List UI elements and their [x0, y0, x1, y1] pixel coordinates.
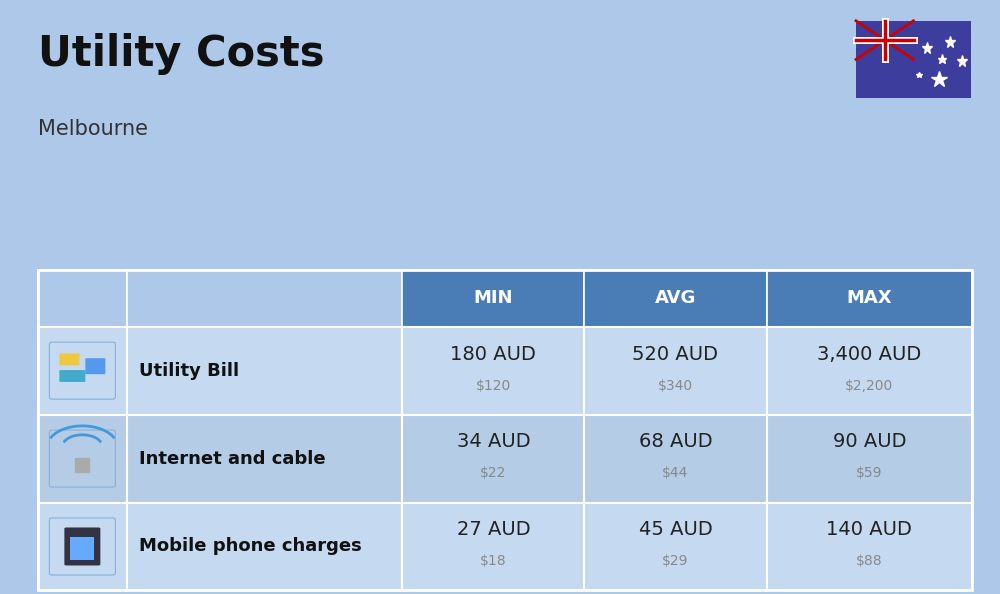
Text: 180 AUD: 180 AUD	[450, 345, 536, 364]
FancyBboxPatch shape	[402, 270, 584, 327]
Text: MIN: MIN	[474, 289, 513, 308]
Text: 520 AUD: 520 AUD	[632, 345, 718, 364]
FancyBboxPatch shape	[584, 415, 767, 503]
Text: MAX: MAX	[846, 289, 892, 308]
Text: 3,400 AUD: 3,400 AUD	[817, 345, 921, 364]
Text: 45 AUD: 45 AUD	[639, 520, 712, 539]
FancyBboxPatch shape	[38, 415, 127, 503]
FancyBboxPatch shape	[127, 270, 402, 327]
Text: AVG: AVG	[655, 289, 696, 308]
Text: Mobile phone charges: Mobile phone charges	[139, 538, 361, 555]
Text: $340: $340	[658, 378, 693, 393]
FancyBboxPatch shape	[59, 353, 79, 365]
Text: 68 AUD: 68 AUD	[639, 432, 712, 451]
Text: 34 AUD: 34 AUD	[457, 432, 530, 451]
FancyBboxPatch shape	[49, 342, 115, 399]
FancyBboxPatch shape	[402, 415, 584, 503]
FancyBboxPatch shape	[127, 415, 402, 503]
Text: $29: $29	[662, 554, 689, 568]
FancyBboxPatch shape	[127, 327, 402, 415]
FancyBboxPatch shape	[856, 21, 971, 98]
Text: Utility Bill: Utility Bill	[139, 362, 239, 380]
FancyBboxPatch shape	[402, 503, 584, 590]
Text: $18: $18	[480, 554, 507, 568]
Text: 27 AUD: 27 AUD	[457, 520, 530, 539]
FancyBboxPatch shape	[584, 503, 767, 590]
FancyBboxPatch shape	[49, 518, 115, 575]
FancyBboxPatch shape	[38, 327, 127, 415]
Text: Internet and cable: Internet and cable	[139, 450, 325, 467]
Text: 140 AUD: 140 AUD	[826, 520, 912, 539]
FancyBboxPatch shape	[38, 270, 127, 327]
FancyBboxPatch shape	[59, 370, 85, 382]
FancyBboxPatch shape	[85, 358, 105, 374]
FancyBboxPatch shape	[767, 327, 972, 415]
Text: Utility Costs: Utility Costs	[38, 33, 324, 75]
Text: $59: $59	[856, 466, 883, 481]
Text: $88: $88	[856, 554, 883, 568]
Text: $44: $44	[662, 466, 689, 481]
FancyBboxPatch shape	[49, 430, 115, 487]
Text: Melbourne: Melbourne	[38, 119, 148, 139]
FancyBboxPatch shape	[767, 415, 972, 503]
Text: $120: $120	[476, 378, 511, 393]
Text: $2,200: $2,200	[845, 378, 893, 393]
FancyBboxPatch shape	[767, 270, 972, 327]
Text: 90 AUD: 90 AUD	[833, 432, 906, 451]
FancyBboxPatch shape	[127, 503, 402, 590]
FancyBboxPatch shape	[402, 327, 584, 415]
FancyBboxPatch shape	[584, 270, 767, 327]
FancyBboxPatch shape	[767, 503, 972, 590]
Text: $22: $22	[480, 466, 507, 481]
FancyBboxPatch shape	[584, 327, 767, 415]
FancyBboxPatch shape	[70, 537, 94, 560]
FancyBboxPatch shape	[64, 527, 100, 565]
FancyBboxPatch shape	[38, 503, 127, 590]
